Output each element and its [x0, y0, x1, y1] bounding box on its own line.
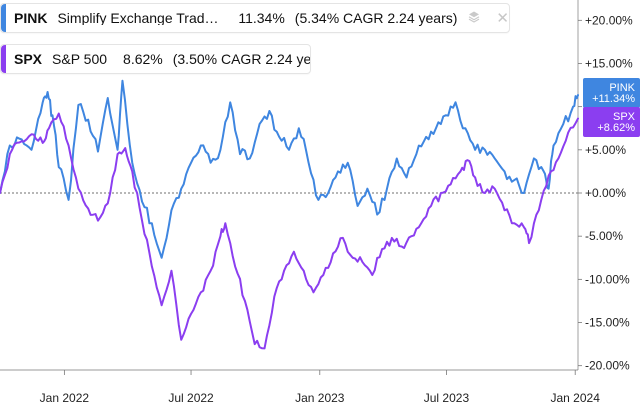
- series-line-spx: [0, 112, 579, 350]
- price-label-ticker: PINK: [609, 82, 635, 94]
- legend-spx-ticker: SPX: [14, 51, 43, 67]
- y-tick-label: +20.00%: [585, 13, 633, 27]
- y-tick-label: -20.00%: [585, 359, 630, 373]
- legend-pink-color-bar: [1, 4, 6, 32]
- price-label-spx: SPX+8.62%: [583, 107, 640, 137]
- legend-spx-content: SPX S&P 500 8.62% (3.50% CAGR 2.24 years…: [6, 45, 310, 73]
- legend-spx-color-bar: [1, 45, 6, 73]
- y-tick-label: +15.00%: [585, 56, 633, 70]
- price-label-background: [583, 107, 640, 137]
- series-line-pink: [0, 79, 579, 259]
- legend-spx-name: S&P 500: [52, 51, 108, 67]
- x-tick-label: Jan 2024: [551, 391, 601, 405]
- price-label-pink: PINK+11.34%: [583, 78, 640, 108]
- y-tick-label: +5.00%: [585, 143, 626, 157]
- legend-pink-ticker: PINK: [14, 10, 48, 26]
- legend-pink-return: 11.34%: [238, 10, 285, 26]
- x-tick-label: Jul 2022: [168, 391, 214, 405]
- legend-spx: SPX S&P 500 8.62% (3.50% CAGR 2.24 years…: [0, 44, 311, 74]
- legend-spx-cagr: (3.50% CAGR 2.24 years): [172, 51, 310, 67]
- price-label-value: +11.34%: [592, 93, 635, 105]
- y-tick-label: -5.00%: [585, 229, 623, 243]
- legend-pink: PINK Simplify Exchange Traded Funds - Si…: [0, 3, 510, 33]
- x-tick-label: Jul 2023: [424, 391, 470, 405]
- y-tick-label: +0.00%: [585, 186, 626, 200]
- price-label-value: +8.62%: [597, 122, 635, 134]
- legend-pink-cagr: (5.34% CAGR 2.24 years): [294, 10, 458, 26]
- y-tick-label: -10.00%: [585, 272, 630, 286]
- close-icon[interactable]: ✕: [496, 9, 509, 27]
- x-tick-label: Jan 2022: [40, 391, 90, 405]
- legend-spx-return: 8.62%: [123, 51, 163, 67]
- legend-pink-name: Simplify Exchange Traded Funds - Simp…: [57, 11, 222, 25]
- legend-pink-content: PINK Simplify Exchange Traded Funds - Si…: [6, 4, 509, 32]
- x-tick-label: Jan 2023: [295, 391, 345, 405]
- layers-icon: [467, 10, 481, 26]
- price-label-background: [583, 78, 640, 108]
- y-tick-label: -15.00%: [585, 316, 630, 330]
- price-label-ticker: SPX: [613, 111, 636, 123]
